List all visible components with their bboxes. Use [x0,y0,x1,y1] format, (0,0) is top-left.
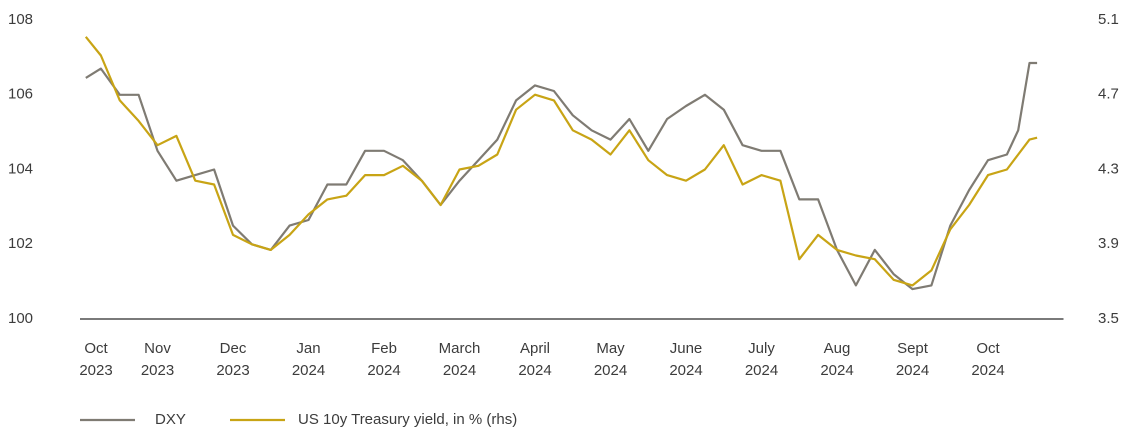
y2-tick-label: 4.3 [1098,160,1119,177]
series-line [84,36,1038,287]
x-tick-label: Jan 2024 [292,340,325,379]
y-tick-label: 108 [8,11,33,28]
y-tick-label: 106 [8,86,33,103]
x-tick-label: July 2024 [745,340,778,379]
series-line [85,61,1038,291]
x-tick-label: Aug 2024 [820,340,853,379]
y-tick-label: 100 [8,310,33,327]
y2-tick-label: 4.7 [1098,86,1119,103]
x-tick-label: Dec 2023 [216,340,249,379]
legend-label: DXY [155,411,186,428]
x-tick-label: March 2024 [439,340,481,379]
y2-tick-label: 5.1 [1098,11,1119,28]
x-tick-label: Feb 2024 [367,340,400,379]
x-tick-label: June 2024 [669,340,702,379]
y2-tick-label: 3.5 [1098,310,1119,327]
x-tick-label: May 2024 [594,340,627,379]
x-tick-label: Oct 2023 [79,340,112,379]
x-tick-label: Sept 2024 [896,340,929,379]
y-tick-label: 102 [8,235,33,252]
y2-tick-label: 3.9 [1098,235,1119,252]
x-tick-label: Oct 2024 [971,340,1004,379]
x-tick-label: April 2024 [518,340,551,379]
legend-label: US 10y Treasury yield, in % (rhs) [298,411,517,428]
y-tick-label: 104 [8,160,33,177]
x-tick-label: Nov 2023 [141,340,174,379]
